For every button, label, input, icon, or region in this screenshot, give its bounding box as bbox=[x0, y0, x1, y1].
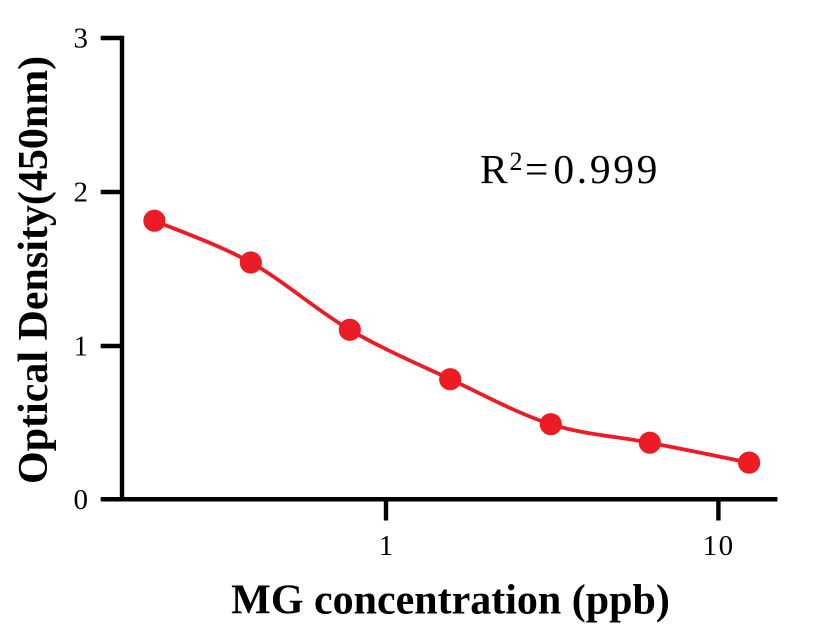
svg-text:Optical Density(450nm): Optical Density(450nm) bbox=[11, 56, 57, 484]
svg-text:R: R bbox=[480, 146, 508, 192]
svg-text:1: 1 bbox=[379, 530, 394, 562]
svg-text:MG concentration (ppb): MG concentration (ppb) bbox=[231, 577, 670, 623]
svg-text:2: 2 bbox=[510, 147, 523, 176]
svg-text:3: 3 bbox=[74, 23, 89, 55]
svg-text:2: 2 bbox=[74, 177, 89, 209]
svg-text:1: 1 bbox=[74, 331, 89, 363]
svg-text:10: 10 bbox=[703, 530, 735, 562]
svg-text:=: = bbox=[525, 146, 548, 192]
svg-text:0: 0 bbox=[74, 484, 89, 516]
svg-text:0.999: 0.999 bbox=[553, 146, 657, 192]
